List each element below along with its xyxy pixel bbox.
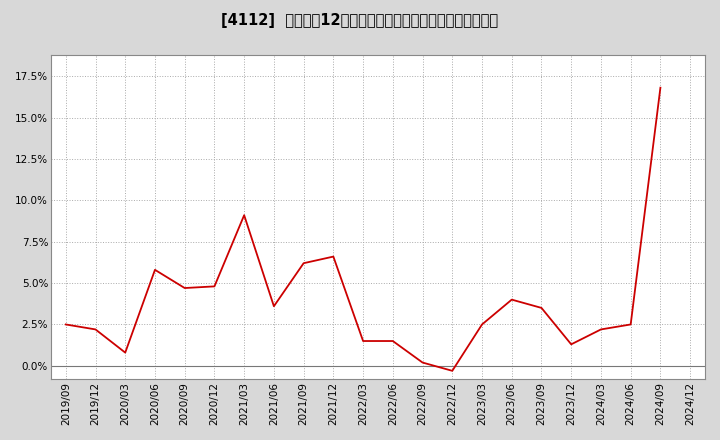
Text: [4112]  売上高の12か月移動合計の対前年同期増減率の推移: [4112] 売上高の12か月移動合計の対前年同期増減率の推移 xyxy=(222,13,498,28)
